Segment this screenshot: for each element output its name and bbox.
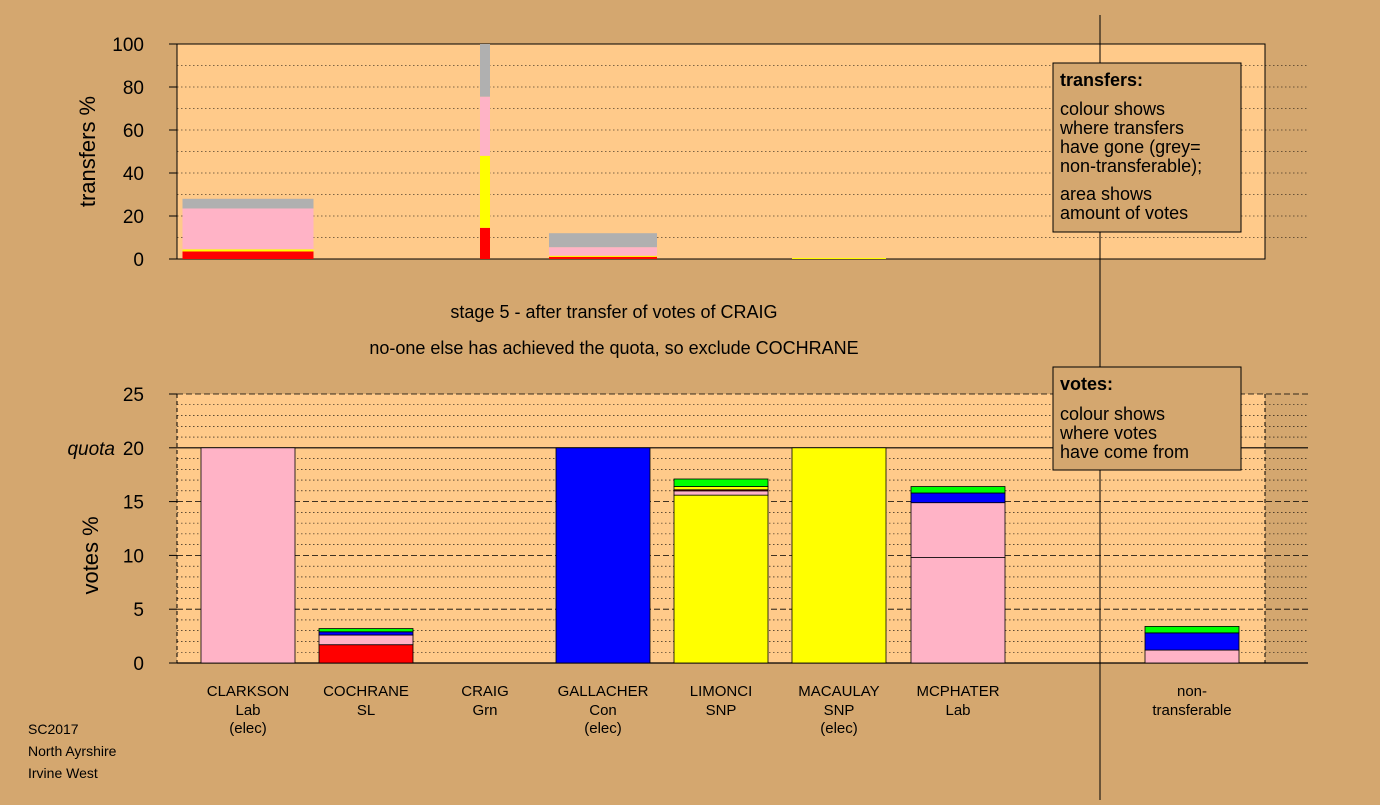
action-text: no-one else has achieved the quota, so e… xyxy=(369,338,858,358)
legend-transfers-line: where transfers xyxy=(1059,118,1184,138)
transfer-segment xyxy=(182,251,314,259)
transfer-segment xyxy=(480,227,490,259)
candidate-name: LIMONCI xyxy=(690,683,753,700)
bottom-y-axis-label: votes % xyxy=(78,516,103,594)
legend-votes-line: have come from xyxy=(1060,442,1189,462)
candidate-party: SNP xyxy=(706,702,737,719)
footer-line: SC2017 xyxy=(28,721,79,737)
nontransferable-label: non- xyxy=(1177,683,1207,700)
quota-label: quota xyxy=(67,439,115,460)
legend-transfers-line: area shows xyxy=(1060,184,1152,204)
top-y-tick-label: 40 xyxy=(123,164,144,185)
vote-segment xyxy=(673,490,769,496)
transfer-segment xyxy=(480,155,490,228)
vote-segment xyxy=(910,557,1006,664)
legend-transfers-line: amount of votes xyxy=(1060,203,1188,223)
stage-text: stage 5 - after transfer of votes of CRA… xyxy=(450,302,777,322)
legend-transfers-title: transfers: xyxy=(1060,70,1143,90)
transfer-segment xyxy=(549,233,657,248)
vote-segment xyxy=(555,447,651,664)
legend-votes-line: where votes xyxy=(1059,423,1157,443)
candidate-status: (elec) xyxy=(584,720,622,737)
candidate-name: MACAULAY xyxy=(798,683,879,700)
candidate-name: GALLACHER xyxy=(558,683,649,700)
transfer-segment xyxy=(480,44,490,97)
candidate-name: COCHRANE xyxy=(323,683,409,700)
vote-segment xyxy=(910,502,1006,558)
legend-votes: votes: colour shows where votes have com… xyxy=(1052,366,1242,471)
bottom-y-tick-label: 5 xyxy=(133,600,144,621)
candidate-party: SNP xyxy=(824,702,855,719)
vote-segment xyxy=(200,447,296,664)
candidate-status: (elec) xyxy=(229,720,267,737)
vote-segment xyxy=(318,628,414,633)
top-y-tick-label: 0 xyxy=(133,250,144,271)
transfer-segment xyxy=(549,247,657,256)
top-y-tick-label: 80 xyxy=(123,78,144,99)
candidate-party: Lab xyxy=(235,702,260,719)
top-y-tick-label: 100 xyxy=(112,35,144,56)
candidate-party: SL xyxy=(357,702,375,719)
vote-segment xyxy=(673,486,769,491)
transfer-segment xyxy=(549,255,657,257)
vote-segment xyxy=(910,492,1006,504)
top-y-tick-label: 60 xyxy=(123,121,144,142)
transfer-segment xyxy=(480,96,490,156)
bottom-y-tick-label: 15 xyxy=(123,493,144,514)
bottom-y-tick-label: 10 xyxy=(123,546,144,567)
legend-votes-line: colour shows xyxy=(1060,404,1165,424)
legend-transfers-line: have gone (grey= xyxy=(1060,137,1201,157)
candidate-party: Con xyxy=(589,702,617,719)
transfer-segment xyxy=(182,198,314,209)
vote-segment xyxy=(791,447,887,664)
candidate-status: (elec) xyxy=(820,720,858,737)
candidate-name: MCPHATER xyxy=(916,683,999,700)
footer-line: North Ayrshire xyxy=(28,743,117,759)
bottom-y-tick-label: 0 xyxy=(133,654,144,675)
nontransferable-label: transferable xyxy=(1152,702,1231,719)
candidate-name: CLARKSON xyxy=(207,683,290,700)
legend-transfers-line: colour shows xyxy=(1060,99,1165,119)
top-y-axis-label: transfers % xyxy=(75,96,100,207)
vote-segment xyxy=(318,631,414,636)
bottom-y-tick-label: 25 xyxy=(123,385,144,406)
vote-segment xyxy=(318,634,414,646)
vote-segment xyxy=(1144,632,1240,651)
candidate-party: Grn xyxy=(472,702,497,719)
vote-segment xyxy=(673,494,769,664)
transfer-segment xyxy=(549,256,657,259)
transfer-segment xyxy=(792,257,886,259)
footer-line: Irvine West xyxy=(28,765,98,781)
vote-segment xyxy=(1144,626,1240,634)
legend-transfers: transfers: colour shows where transfers … xyxy=(1052,62,1242,233)
vote-segment xyxy=(673,478,769,487)
legend-transfers-line: non-transferable); xyxy=(1060,156,1202,176)
vote-segment xyxy=(318,644,414,664)
vote-segment xyxy=(1144,649,1240,664)
transfer-segment xyxy=(182,208,314,250)
top-y-tick-label: 20 xyxy=(123,207,144,228)
candidate-party: Lab xyxy=(945,702,970,719)
vote-segment xyxy=(910,486,1006,494)
legend-votes-title: votes: xyxy=(1060,374,1113,394)
transfer-segment xyxy=(182,249,314,252)
bottom-y-tick-label: 20 xyxy=(123,439,144,460)
candidate-name: CRAIG xyxy=(461,683,509,700)
